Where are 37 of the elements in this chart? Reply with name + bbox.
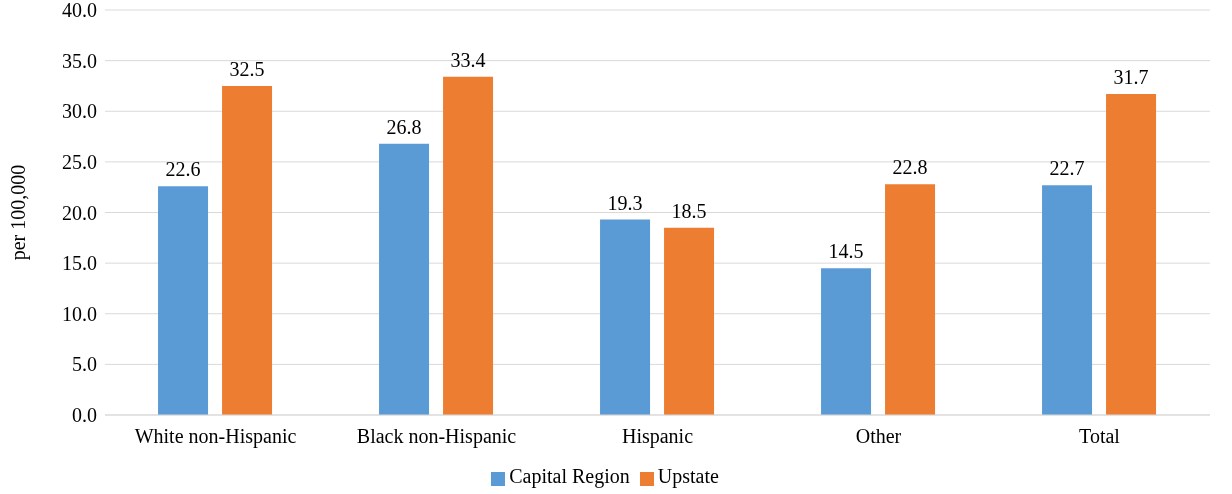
y-tick-label: 25.0 xyxy=(62,150,97,173)
bar xyxy=(1042,185,1093,415)
y-axis-title: per 100,000 xyxy=(7,164,31,261)
y-tick-label: 20.0 xyxy=(62,201,97,224)
bar xyxy=(664,227,715,415)
bar xyxy=(158,186,209,415)
data-label: 22.6 xyxy=(165,158,201,181)
data-label: 22.8 xyxy=(892,156,928,179)
y-tick-label: 15.0 xyxy=(62,252,97,275)
bar xyxy=(222,85,273,415)
data-label: 31.7 xyxy=(1113,66,1149,89)
bar xyxy=(600,219,651,415)
legend-label: Capital Region xyxy=(509,465,630,487)
data-label: 32.5 xyxy=(229,57,265,80)
data-label: 33.4 xyxy=(450,48,486,71)
x-tick-label: Other xyxy=(855,425,902,448)
x-tick-label: Total xyxy=(1079,425,1121,448)
bar xyxy=(443,76,494,415)
data-label: 18.5 xyxy=(671,199,707,222)
legend-label: Upstate xyxy=(657,465,719,487)
data-label: 22.7 xyxy=(1049,157,1085,180)
y-tick-label: 30.0 xyxy=(62,100,97,123)
bar xyxy=(885,184,936,415)
x-tick-label: Black non-Hispanic xyxy=(356,425,517,449)
x-tick-label: White non-Hispanic xyxy=(134,425,297,449)
y-tick-label: 10.0 xyxy=(62,302,97,325)
y-tick-label: 40.0 xyxy=(62,0,97,22)
data-label: 14.5 xyxy=(828,240,864,263)
data-label: 19.3 xyxy=(607,191,643,214)
y-tick-label: 35.0 xyxy=(62,49,97,72)
x-tick-label: Hispanic xyxy=(621,425,694,449)
data-label: 26.8 xyxy=(386,115,422,138)
bar xyxy=(379,143,430,415)
y-tick-label: 0.0 xyxy=(72,404,97,427)
y-tick-label: 5.0 xyxy=(72,353,97,376)
bar xyxy=(1106,94,1157,415)
bar xyxy=(821,268,872,415)
